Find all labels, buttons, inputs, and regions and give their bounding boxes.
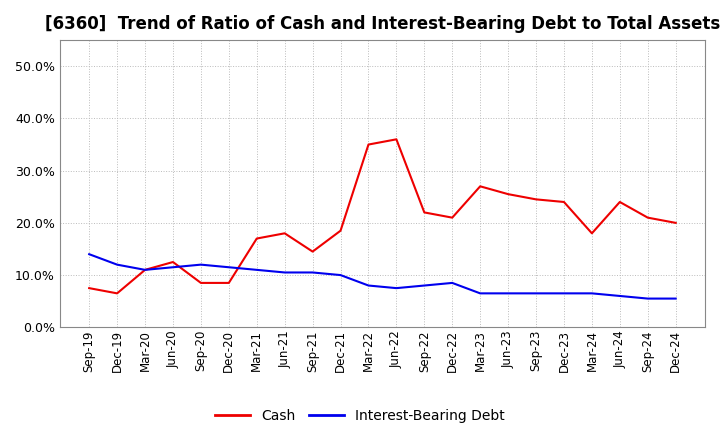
Cash xyxy=(671,220,680,226)
Cash xyxy=(113,291,122,296)
Cash xyxy=(280,231,289,236)
Interest-Bearing Debt xyxy=(85,252,94,257)
Interest-Bearing Debt xyxy=(559,291,568,296)
Interest-Bearing Debt xyxy=(364,283,373,288)
Interest-Bearing Debt xyxy=(448,280,456,286)
Cash xyxy=(588,231,596,236)
Interest-Bearing Debt xyxy=(168,264,177,270)
Cash xyxy=(225,280,233,286)
Interest-Bearing Debt xyxy=(616,293,624,299)
Cash xyxy=(140,267,149,272)
Line: Interest-Bearing Debt: Interest-Bearing Debt xyxy=(89,254,675,299)
Interest-Bearing Debt xyxy=(671,296,680,301)
Cash xyxy=(85,286,94,291)
Cash xyxy=(168,260,177,265)
Cash xyxy=(616,199,624,205)
Cash xyxy=(253,236,261,241)
Cash xyxy=(448,215,456,220)
Cash xyxy=(559,199,568,205)
Title: [6360]  Trend of Ratio of Cash and Interest-Bearing Debt to Total Assets: [6360] Trend of Ratio of Cash and Intere… xyxy=(45,15,720,33)
Interest-Bearing Debt xyxy=(253,267,261,272)
Interest-Bearing Debt xyxy=(308,270,317,275)
Cash xyxy=(197,280,205,286)
Interest-Bearing Debt xyxy=(531,291,540,296)
Interest-Bearing Debt xyxy=(420,283,428,288)
Interest-Bearing Debt xyxy=(476,291,485,296)
Interest-Bearing Debt xyxy=(140,267,149,272)
Cash xyxy=(392,137,401,142)
Cash xyxy=(644,215,652,220)
Interest-Bearing Debt xyxy=(225,264,233,270)
Cash xyxy=(476,183,485,189)
Interest-Bearing Debt xyxy=(280,270,289,275)
Cash xyxy=(364,142,373,147)
Cash xyxy=(420,210,428,215)
Cash xyxy=(504,191,513,197)
Legend: Cash, Interest-Bearing Debt: Cash, Interest-Bearing Debt xyxy=(210,403,510,429)
Cash xyxy=(308,249,317,254)
Interest-Bearing Debt xyxy=(588,291,596,296)
Line: Cash: Cash xyxy=(89,139,675,293)
Cash xyxy=(336,228,345,233)
Interest-Bearing Debt xyxy=(392,286,401,291)
Cash xyxy=(531,197,540,202)
Interest-Bearing Debt xyxy=(504,291,513,296)
Interest-Bearing Debt xyxy=(336,272,345,278)
Interest-Bearing Debt xyxy=(644,296,652,301)
Interest-Bearing Debt xyxy=(197,262,205,267)
Interest-Bearing Debt xyxy=(113,262,122,267)
